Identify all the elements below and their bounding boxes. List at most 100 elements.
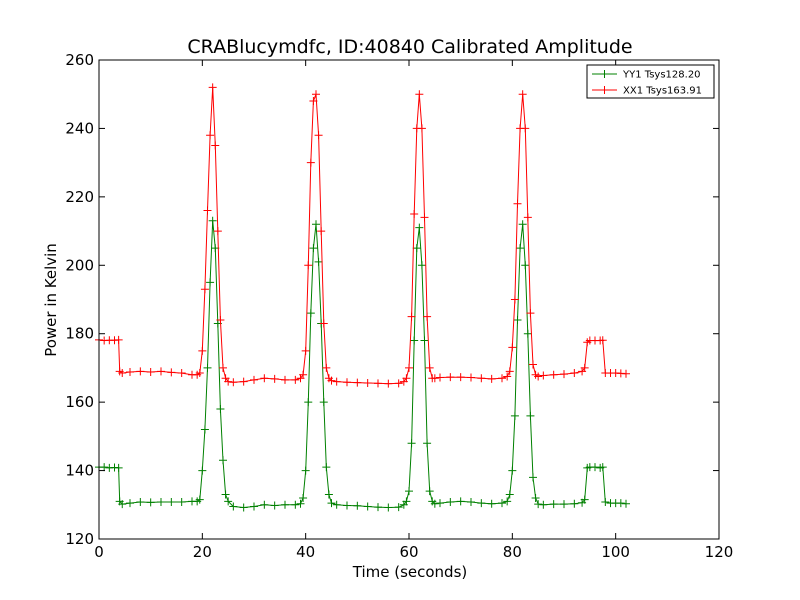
data-point xyxy=(118,369,127,378)
y-tick-label: 120 xyxy=(65,530,94,548)
data-point xyxy=(510,295,519,304)
data-point xyxy=(126,499,134,508)
legend: YY1 Tsys128.20 XX1 Tsys163.91 xyxy=(586,64,715,99)
data-point xyxy=(314,257,323,266)
data-point xyxy=(407,312,416,321)
data-point xyxy=(260,500,269,509)
data-point xyxy=(301,466,310,475)
data-point xyxy=(622,499,630,508)
data-point xyxy=(114,335,123,344)
data-point xyxy=(363,502,372,511)
data-point xyxy=(177,369,186,378)
data-point xyxy=(374,379,382,388)
data-point xyxy=(539,371,548,380)
data-point xyxy=(221,490,230,499)
legend-entry: YY1 Tsys128.20 xyxy=(592,70,701,81)
data-point xyxy=(446,498,455,507)
data-point xyxy=(198,466,207,475)
data-point xyxy=(412,244,421,253)
data-point xyxy=(353,378,362,387)
data-point xyxy=(423,439,432,448)
data-point xyxy=(601,498,610,507)
data-point xyxy=(353,501,362,510)
data-point xyxy=(415,90,424,99)
plot-area xyxy=(95,83,630,512)
x-tick-label: 20 xyxy=(193,543,212,561)
data-point xyxy=(410,336,419,345)
data-point xyxy=(417,261,426,270)
data-point xyxy=(394,503,403,512)
x-axis-label: Time (seconds) xyxy=(352,563,468,581)
series-line xyxy=(99,220,627,509)
data-point xyxy=(322,363,331,372)
data-point xyxy=(332,377,341,386)
data-point xyxy=(314,131,323,140)
data-point xyxy=(299,493,308,502)
data-point xyxy=(229,378,238,387)
data-point xyxy=(518,220,527,229)
data-point xyxy=(291,375,300,384)
data-point xyxy=(281,500,289,509)
data-point xyxy=(425,487,434,496)
data-point xyxy=(420,336,429,345)
data-point xyxy=(508,466,517,475)
data-point xyxy=(523,329,532,338)
data-point xyxy=(146,498,155,507)
data-point xyxy=(384,503,393,512)
data-point xyxy=(309,97,318,106)
data-point xyxy=(312,220,320,229)
data-point xyxy=(312,90,320,99)
data-point xyxy=(270,374,279,383)
data-point xyxy=(531,493,540,502)
data-point xyxy=(415,223,424,232)
data-point xyxy=(436,373,444,382)
data-point xyxy=(317,227,326,236)
data-point xyxy=(529,360,537,369)
data-point xyxy=(114,463,123,472)
data-point xyxy=(487,374,496,383)
data-point xyxy=(503,372,512,381)
data-point xyxy=(206,278,215,287)
data-point xyxy=(224,377,233,386)
data-point xyxy=(198,346,207,355)
data-point xyxy=(301,346,310,355)
data-point xyxy=(560,500,568,509)
data-point xyxy=(332,500,341,509)
data-point xyxy=(549,370,558,379)
data-point xyxy=(136,367,145,376)
data-point xyxy=(384,379,393,388)
data-point xyxy=(498,374,506,383)
data-point xyxy=(203,363,212,372)
data-point xyxy=(224,497,233,506)
data-point xyxy=(203,206,212,215)
data-point xyxy=(526,411,535,420)
axis-ticks: 0 20 40 60 80 100 120 120 140 160 180 200 220 240 260 xyxy=(65,51,733,561)
data-point xyxy=(402,497,411,506)
data-point xyxy=(521,124,530,133)
data-point xyxy=(616,499,625,508)
data-point xyxy=(503,497,512,506)
data-point xyxy=(167,368,176,377)
data-point xyxy=(456,497,465,506)
data-point xyxy=(281,375,289,384)
data-point xyxy=(570,369,579,378)
data-point xyxy=(374,503,382,512)
data-point xyxy=(598,336,607,345)
data-point xyxy=(126,368,134,377)
data-point xyxy=(239,377,248,386)
data-point xyxy=(136,498,145,507)
legend-entry: XX1 Tsys163.91 xyxy=(592,86,702,97)
series-2 xyxy=(95,83,630,388)
data-point xyxy=(456,373,465,382)
x-tick-label: 120 xyxy=(705,543,734,561)
data-point xyxy=(177,498,186,507)
data-point xyxy=(580,363,589,372)
data-point xyxy=(216,316,225,325)
data-point xyxy=(420,213,429,222)
legend-box xyxy=(586,64,715,99)
y-tick-label: 260 xyxy=(65,51,94,69)
data-point xyxy=(505,367,514,376)
legend-label: YY1 Tsys128.20 xyxy=(622,70,701,81)
data-point xyxy=(343,501,351,510)
